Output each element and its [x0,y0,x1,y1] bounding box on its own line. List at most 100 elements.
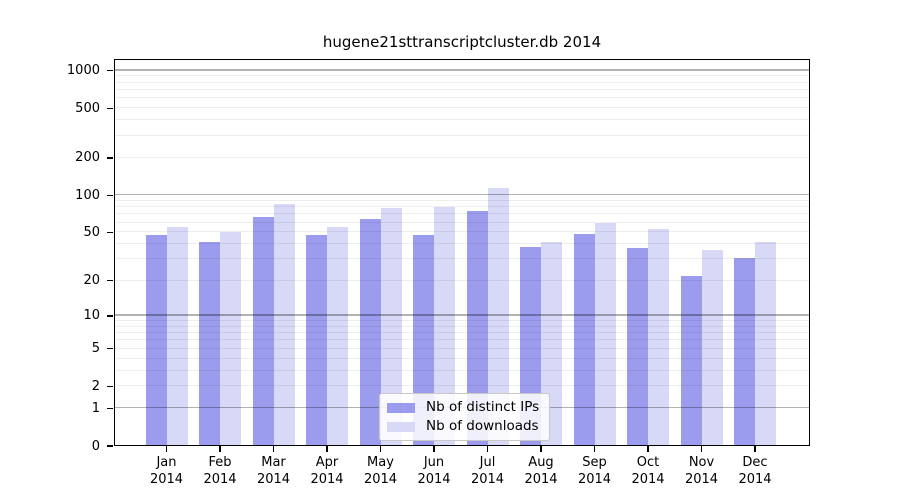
x-tick-label: Mar 2014 [244,454,304,488]
y-tick-mark [107,194,113,196]
legend: Nb of distinct IPs Nb of downloads [379,393,551,441]
gridline-minor [114,243,810,245]
bar-distinct-ips-mar [252,216,274,446]
bar-distinct-ips-feb [199,241,220,446]
y-tick-mark [107,231,113,234]
y-tick-mark [107,315,113,317]
bar-distinct-ips-jan [145,234,167,446]
x-tick-label-month: Jul [479,455,496,470]
gridline-minor [114,81,810,83]
x-tick-label-month: Feb [208,455,232,470]
x-tick-mark [165,446,168,452]
gridline-minor [114,119,810,121]
bar-downloads-jan [166,227,188,446]
legend-swatch-downloads [387,421,415,432]
x-tick-mark [754,446,756,452]
bar-downloads-apr [327,227,348,446]
bar-downloads-mar [273,204,295,446]
gridline-minor [114,385,810,387]
x-tick-label: May 2014 [351,454,411,488]
bar-distinct-ips-oct [627,248,648,446]
x-tick-label: Jan 2014 [137,454,197,488]
legend-item-distinct-ips: Nb of distinct IPs [387,400,539,415]
x-tick-label-month: Aug [528,455,554,470]
gridline-major [114,69,810,71]
x-tick-label-year: 2014 [524,472,558,487]
gridline-minor [114,231,810,233]
x-tick-label-month: Nov [688,455,715,470]
y-tick-mark [107,385,113,388]
x-tick-label-year: 2014 [256,472,291,487]
gridline-major [114,193,810,196]
bar-distinct-ips-jul [466,211,488,446]
x-tick-mark [700,446,703,452]
x-tick-label: Feb 2014 [190,454,250,488]
legend-label-distinct-ips: Nb of distinct IPs [426,399,540,415]
y-tick-label: 5 [91,341,100,357]
gridline-minor [114,357,810,359]
x-tick-label-year: 2014 [363,472,398,487]
x-tick-label-month: Sep [582,455,607,470]
x-tick-label: Nov 2014 [672,454,732,488]
x-tick-label-year: 2014 [310,472,344,487]
gridline-minor [114,347,810,349]
x-tick-label: Apr 2014 [297,454,357,488]
bar-downloads-sep [594,222,616,446]
gridline-minor [114,279,810,281]
x-tick-label-year: 2014 [631,472,665,487]
y-tick-mark [107,69,113,72]
x-tick-label: Sep 2014 [565,454,625,488]
bar-distinct-ips-apr [306,234,327,446]
gridline-minor [114,135,810,136]
x-tick-mark [379,446,382,452]
x-tick-label-year: 2014 [149,472,184,487]
y-tick-mark [107,107,113,109]
legend-item-downloads: Nb of downloads [387,419,539,434]
chart-title: hugene21sttranscriptcluster.db 2014 [322,33,602,51]
x-tick-mark [540,446,542,452]
gridline-minor [114,319,810,321]
x-tick-label-month: Jun [423,455,445,470]
y-tick-label: 100 [75,187,100,203]
gridline-minor [114,339,810,341]
x-tick-label-year: 2014 [577,472,612,487]
x-tick-mark [647,446,649,452]
y-tick-label: 10 [83,308,100,324]
bar-downloads-nov [701,249,723,446]
bar-downloads-oct [648,229,669,446]
y-tick-label: 50 [83,224,100,240]
y-tick-label: 1 [91,400,100,416]
y-tick-label: 200 [75,150,100,166]
x-tick-label-month: Mar [261,455,286,470]
gridline-minor [114,97,810,99]
y-tick-label: 500 [75,100,100,116]
bar-distinct-ips-nov [680,275,702,446]
y-tick-mark [107,347,113,350]
gridline-minor [114,332,810,333]
x-tick-label-year: 2014 [738,472,772,487]
x-tick-label-month: Apr [315,455,339,470]
x-tick-mark [272,446,275,452]
x-tick-label-year: 2014 [417,472,451,487]
y-tick-label: 1000 [66,63,100,79]
gridline-minor [114,213,810,215]
x-tick-label-month: May [367,455,394,470]
x-tick-label-year: 2014 [203,472,237,487]
plot-area [114,59,810,446]
x-tick-label: Jul 2014 [458,454,518,488]
bar-downloads-jun [434,207,455,446]
x-tick-label-year: 2014 [470,472,505,487]
x-tick-mark [326,446,328,452]
gridline-minor [114,107,810,109]
y-tick-label: 2 [91,378,100,394]
legend-label-downloads: Nb of downloads [426,418,539,434]
bar-downloads-jul [487,188,509,446]
gridline-minor [114,199,810,201]
gridline-major [114,314,810,316]
gridline-minor [114,325,810,327]
x-tick-label-month: Oct [636,455,660,470]
bar-downloads-dec [755,241,776,446]
bar-downloads-feb [220,232,241,446]
bar-distinct-ips-may [359,219,381,446]
